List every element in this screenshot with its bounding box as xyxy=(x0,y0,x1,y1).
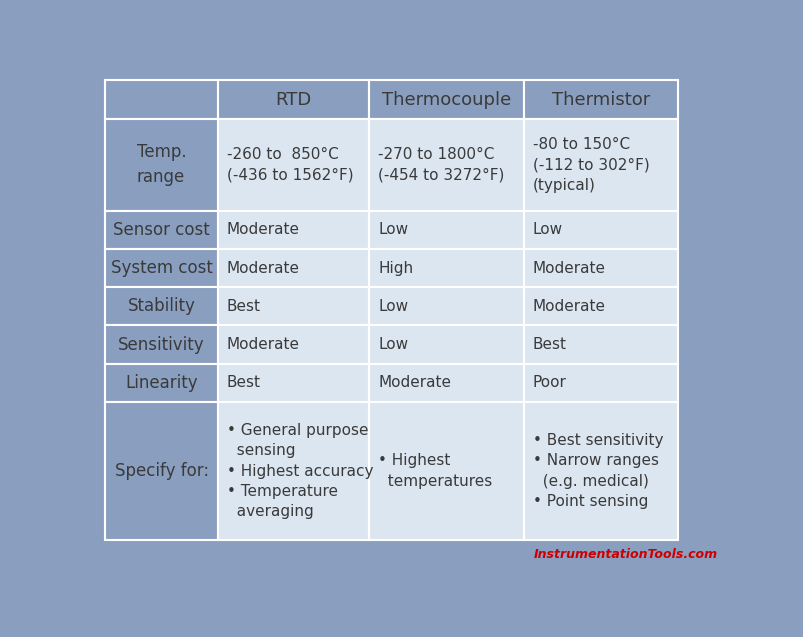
Text: Sensitivity: Sensitivity xyxy=(118,336,205,354)
Bar xyxy=(523,402,677,540)
Bar xyxy=(523,326,677,364)
Bar xyxy=(369,118,523,211)
Bar xyxy=(218,211,369,249)
Bar xyxy=(369,364,523,402)
Text: Sensor cost: Sensor cost xyxy=(113,221,210,239)
Text: InstrumentationTools.com: InstrumentationTools.com xyxy=(532,548,716,561)
Bar xyxy=(523,364,677,402)
Bar xyxy=(523,287,677,326)
Text: Thermocouple: Thermocouple xyxy=(381,90,511,108)
Bar xyxy=(218,402,369,540)
Bar xyxy=(523,249,677,287)
Bar xyxy=(369,402,523,540)
Text: -270 to 1800°C
(-454 to 3272°F): -270 to 1800°C (-454 to 3272°F) xyxy=(378,147,504,182)
Bar xyxy=(523,80,677,118)
Text: High: High xyxy=(378,261,413,276)
Text: -260 to  850°C
(-436 to 1562°F): -260 to 850°C (-436 to 1562°F) xyxy=(226,147,353,182)
Text: Low: Low xyxy=(378,299,408,314)
Bar xyxy=(218,249,369,287)
Text: Moderate: Moderate xyxy=(226,222,300,237)
Text: • Highest
  temperatures: • Highest temperatures xyxy=(378,454,492,489)
Bar xyxy=(218,326,369,364)
Text: Best: Best xyxy=(226,299,260,314)
Bar xyxy=(369,80,523,118)
Bar xyxy=(105,287,218,326)
Text: System cost: System cost xyxy=(111,259,212,277)
Bar xyxy=(218,80,369,118)
Text: Moderate: Moderate xyxy=(532,261,605,276)
Bar xyxy=(369,249,523,287)
Text: • General purpose
  sensing
• Highest accuracy
• Temperature
  averaging: • General purpose sensing • Highest accu… xyxy=(226,423,373,519)
Bar xyxy=(523,118,677,211)
Text: Linearity: Linearity xyxy=(125,374,198,392)
Text: Low: Low xyxy=(378,337,408,352)
Bar xyxy=(369,211,523,249)
Text: Best: Best xyxy=(532,337,566,352)
Bar xyxy=(105,402,218,540)
Bar xyxy=(105,249,218,287)
Text: Thermistor: Thermistor xyxy=(551,90,649,108)
Bar xyxy=(218,118,369,211)
Bar xyxy=(105,211,218,249)
Text: Low: Low xyxy=(532,222,562,237)
Bar xyxy=(218,364,369,402)
Text: Temp.
range: Temp. range xyxy=(137,143,186,186)
Text: Stability: Stability xyxy=(128,297,195,315)
Bar xyxy=(369,326,523,364)
Text: Moderate: Moderate xyxy=(532,299,605,314)
Bar xyxy=(105,364,218,402)
Text: Moderate: Moderate xyxy=(378,375,450,390)
Bar xyxy=(105,326,218,364)
Text: RTD: RTD xyxy=(275,90,311,108)
Bar xyxy=(218,287,369,326)
Text: Best: Best xyxy=(226,375,260,390)
Text: Low: Low xyxy=(378,222,408,237)
Text: Moderate: Moderate xyxy=(226,337,300,352)
Text: Poor: Poor xyxy=(532,375,566,390)
Text: Specify for:: Specify for: xyxy=(114,462,209,480)
Bar xyxy=(369,287,523,326)
Bar xyxy=(105,80,218,118)
Text: Moderate: Moderate xyxy=(226,261,300,276)
Text: -80 to 150°C
(-112 to 302°F)
(typical): -80 to 150°C (-112 to 302°F) (typical) xyxy=(532,137,649,192)
Bar xyxy=(105,118,218,211)
Bar xyxy=(523,211,677,249)
Text: • Best sensitivity
• Narrow ranges
  (e.g. medical)
• Point sensing: • Best sensitivity • Narrow ranges (e.g.… xyxy=(532,433,662,509)
